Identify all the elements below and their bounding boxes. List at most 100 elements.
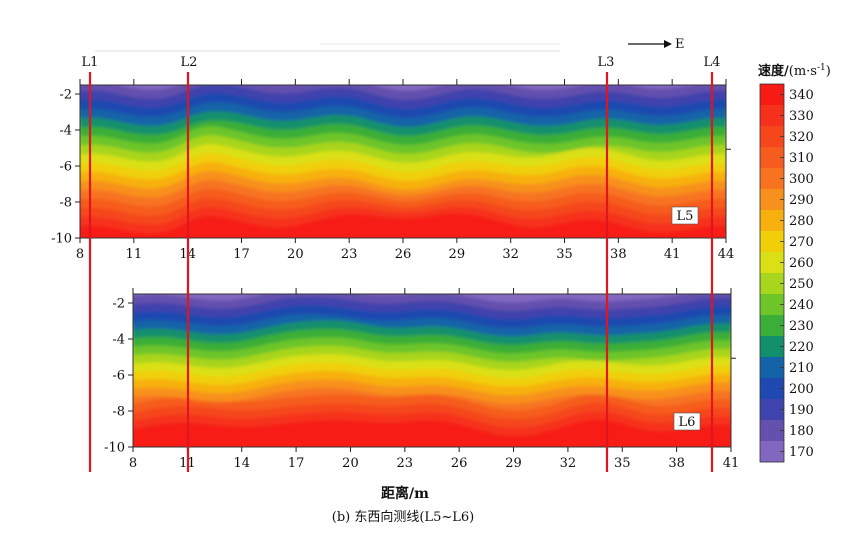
arrow-head-icon [664,40,672,48]
colorbar-swatch [760,294,784,316]
colorbar-tick-label: 180 [789,424,814,439]
survey-line-label-l3: L3 [598,55,615,70]
axes-l5: 8111417202326293235384144-2-4-6-8-10 [51,79,734,262]
x-tick-label-l6: 8 [129,456,137,471]
colorbar-tick-label: 200 [789,382,814,397]
x-tick-label-l5: 35 [556,247,573,262]
y-tick-label-l5: -6 [59,160,72,175]
colorbar-swatch [760,336,784,358]
colorbar-swatch [760,441,784,463]
figure-caption: (b) 东西向测线(L5~L6) [332,509,474,525]
velocity-contours-l6 [133,294,731,447]
x-tick-label-l5: 41 [664,247,681,262]
x-tick-label-l6: 32 [560,456,577,471]
velocity-field-l6 [133,294,731,447]
x-tick-label-l5: 38 [610,247,627,262]
panel-tag-l5: L5 [677,209,694,224]
colorbar-swatch [760,189,784,211]
colorbar-tick-label: 190 [789,403,814,418]
colorbar-swatch [760,399,784,421]
x-tick-label-l5: 11 [126,247,143,262]
colorbar-swatch [760,147,784,169]
x-tick-label-l6: 17 [288,456,305,471]
colorbar-tick-label: 270 [789,235,814,250]
colorbar-swatch [760,84,784,106]
x-tick-label-l6: 14 [233,456,250,471]
colorbar: 速度/(m·s-1) 340 330 320 310 300 290 280 270 260 25… [758,63,831,463]
survey-line-label-l1: L1 [82,55,99,70]
y-tick-label-l6: -6 [112,369,125,384]
colorbar-title: 速度/(m·s-1) [758,63,831,79]
colorbar-swatches: 340 330 320 310 300 290 280 270 260 250 240 230 220 2… [760,84,814,463]
colorbar-tick-label: 240 [789,298,814,313]
axes-l6: 81114172023262932353841-2-4-6-8-10 [104,288,739,471]
velocity-contours-l5 [80,85,726,238]
colorbar-swatch [760,273,784,295]
x-tick-label-l5: 26 [395,247,412,262]
colorbar-tick-label: 250 [789,277,814,292]
colorbar-tick-label: 220 [789,340,814,355]
colorbar-swatch [760,168,784,190]
colorbar-tick-label: 170 [789,445,814,460]
panel-l6: 81114172023262932353841-2-4-6-8-10 L6 [104,288,739,471]
y-tick-label-l6: -10 [104,441,125,456]
colorbar-tick-label: 340 [789,88,814,103]
survey-line-label-l2: L2 [181,55,198,70]
x-tick-label-l6: 26 [451,456,468,471]
colorbar-tick-label: 310 [789,151,814,166]
x-tick-label-l6: 29 [505,456,522,471]
y-tick-label-l5: -8 [59,196,72,211]
x-tick-label-l6: 35 [614,456,631,471]
velocity-band [133,294,684,303]
survey-lines: L1 L2 L3 L4 [82,55,721,472]
colorbar-tick-label: 280 [789,214,814,229]
velocity-band [117,85,693,91]
colorbar-tick-label: 210 [789,361,814,376]
x-tick-label-l6: 20 [342,456,359,471]
y-tick-label-l5: -4 [59,124,72,139]
x-tick-label-l6: 38 [668,456,685,471]
y-tick-label-l6: -8 [112,405,125,420]
x-tick-label-l5: 29 [449,247,466,262]
panel-tag-l6: L6 [679,415,696,430]
x-axis-title: 距离/m [381,485,429,502]
x-tick-label-l6: 23 [397,456,414,471]
panel-tag-box-l6 [673,412,701,431]
colorbar-tick-label: 230 [789,319,814,334]
x-tick-label-l5: 17 [233,247,250,262]
colorbar-swatch [760,105,784,127]
panel-frame-l6 [132,293,732,448]
y-tick-label-l6: -2 [112,297,125,312]
x-tick-label-l5: 44 [718,247,735,262]
x-tick-label-l5: 20 [287,247,304,262]
y-tick-label-l5: -10 [51,232,72,247]
x-tick-label-l5: 32 [502,247,519,262]
direction-indicator: E [628,37,685,52]
y-tick-label-l5: -2 [59,88,72,103]
colorbar-swatch [760,231,784,253]
panel-tag-box-l5 [671,206,699,225]
colorbar-swatch [760,252,784,274]
colorbar-tick-label: 300 [789,172,814,187]
y-tick-label-l6: -4 [112,333,125,348]
colorbar-swatch [760,420,784,442]
colorbar-swatch [760,210,784,232]
direction-label: E [675,37,685,52]
survey-line-label-l4: L4 [704,55,721,70]
colorbar-swatch [760,378,784,400]
x-tick-label-l6: 41 [723,456,740,471]
colorbar-tick-label: 290 [789,193,814,208]
colorbar-frame [759,83,785,463]
colorbar-tick-label: 260 [789,256,814,271]
velocity-field-l5 [80,85,726,238]
colorbar-swatch [760,126,784,148]
colorbar-swatch [760,315,784,337]
colorbar-tick-label: 330 [789,109,814,124]
x-tick-label-l5: 8 [76,247,84,262]
panel-l5: 8111417202326293235384144-2-4-6-8-10 L5 [51,79,734,262]
colorbar-swatch [760,357,784,379]
velocity-band [80,85,726,100]
x-tick-label-l5: 23 [341,247,358,262]
colorbar-tick-label: 320 [789,130,814,145]
